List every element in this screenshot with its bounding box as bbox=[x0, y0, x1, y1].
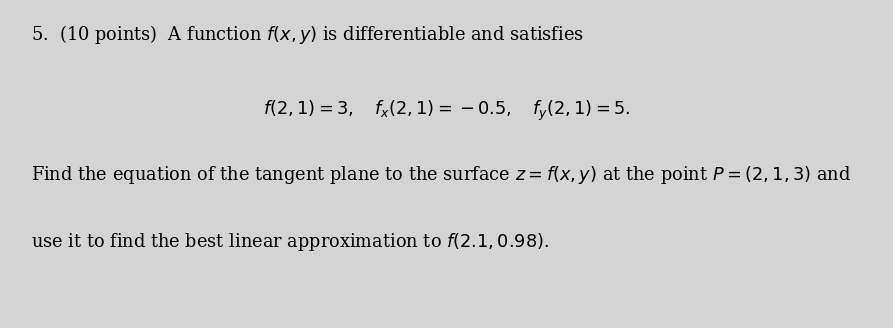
Text: 5.  (10 points)  A function $f(x, y)$ is differentiable and satisfies: 5. (10 points) A function $f(x, y)$ is d… bbox=[31, 23, 584, 46]
Text: Find the equation of the tangent plane to the surface $z = f(x, y)$ at the point: Find the equation of the tangent plane t… bbox=[31, 164, 851, 186]
Text: $f(2, 1) = 3, \quad f_x(2, 1) = -0.5, \quad f_y(2, 1) = 5.$: $f(2, 1) = 3, \quad f_x(2, 1) = -0.5, \q… bbox=[263, 98, 630, 123]
Text: use it to find the best linear approximation to $f(2.1, 0.98)$.: use it to find the best linear approxima… bbox=[31, 231, 549, 253]
